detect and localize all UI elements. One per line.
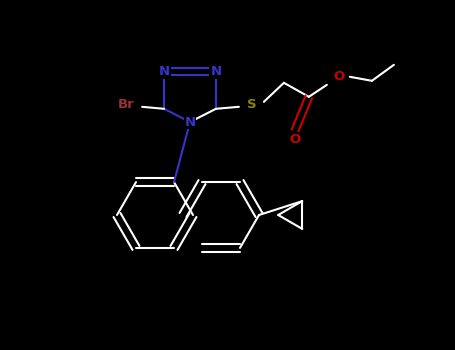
Text: O: O — [333, 70, 344, 83]
Text: N: N — [184, 116, 196, 128]
Text: N: N — [210, 65, 222, 78]
Text: N: N — [158, 65, 170, 78]
Text: Br: Br — [118, 98, 135, 111]
Text: S: S — [247, 98, 257, 111]
Text: O: O — [289, 133, 300, 146]
